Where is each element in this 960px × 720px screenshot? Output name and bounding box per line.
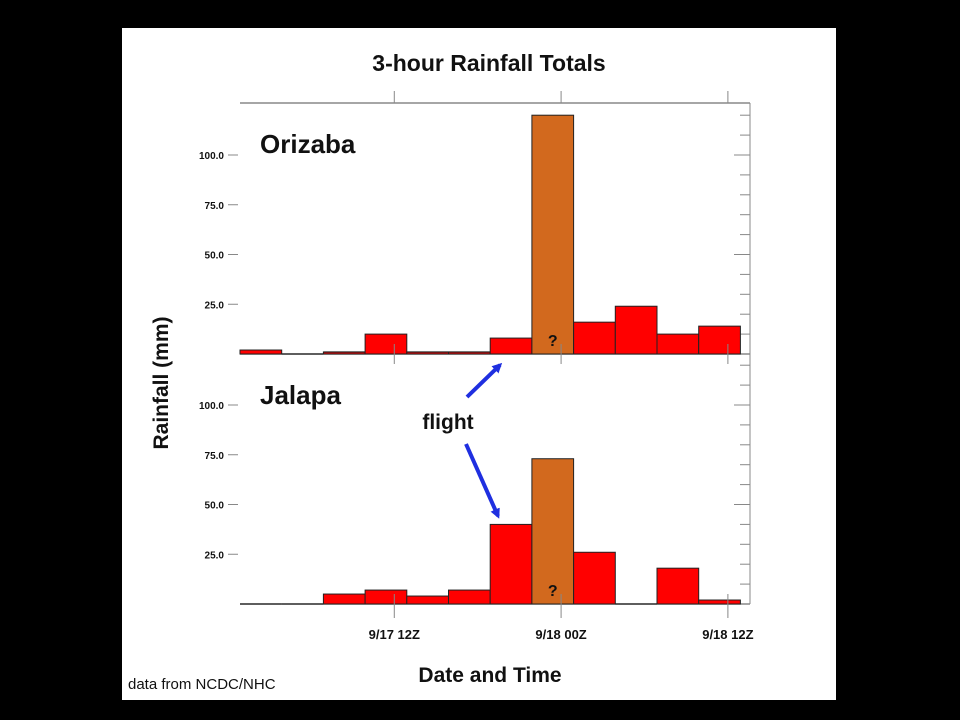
panel-name-label: Jalapa xyxy=(260,380,341,410)
rainfall-chart: 3-hour Rainfall Totals Rainfall (mm) Dat… xyxy=(128,50,754,693)
bar xyxy=(322,593,366,605)
x-tick-label: 9/18 12Z xyxy=(702,627,753,642)
chart-title: 3-hour Rainfall Totals xyxy=(372,50,605,76)
flight-annotation: flight xyxy=(422,362,503,519)
bar xyxy=(448,589,491,605)
bar xyxy=(656,333,700,355)
bar xyxy=(698,599,741,605)
bar xyxy=(573,551,616,605)
y-tick-label: 50.0 xyxy=(205,251,225,262)
flight-arrow-up xyxy=(465,362,503,399)
bar xyxy=(531,458,575,605)
flight-label: flight xyxy=(422,411,473,434)
bar xyxy=(364,589,408,605)
bar xyxy=(614,305,658,355)
y-tick-label: 25.0 xyxy=(205,550,225,561)
bar xyxy=(698,325,741,355)
data-source-note: data from NCDC/NHC xyxy=(128,676,276,693)
y-axis-label: Rainfall (mm) xyxy=(150,316,173,449)
bar xyxy=(573,321,616,355)
bar xyxy=(489,337,533,355)
panel-name-label: Orizaba xyxy=(260,129,356,159)
slide-canvas: 3-hour Rainfall Totals Rainfall (mm) Dat… xyxy=(122,28,836,700)
bar xyxy=(406,595,449,605)
y-tick-label: 100.0 xyxy=(199,151,224,162)
bar xyxy=(239,349,283,355)
x-tick-label: 9/18 00Z xyxy=(535,627,586,642)
bar xyxy=(489,523,533,605)
y-tick-label: 50.0 xyxy=(205,501,225,512)
y-tick-label: 75.0 xyxy=(205,201,225,212)
bar xyxy=(531,114,575,355)
bar xyxy=(364,333,408,355)
uncertain-marker: ? xyxy=(548,583,558,600)
flight-arrow-down xyxy=(464,443,500,519)
uncertain-marker: ? xyxy=(548,333,558,350)
y-tick-label: 100.0 xyxy=(199,401,224,412)
panel-jalapa: 25.0 50.0 75.0 100.0 Jalapa? xyxy=(199,354,750,605)
chart-panels: 25.0 50.0 75.0 100.0 Orizaba? 25.0 50.0 75.0 100… xyxy=(199,91,754,642)
y-tick-label: 25.0 xyxy=(205,300,225,311)
x-axis-label: Date and Time xyxy=(418,664,561,687)
x-tick-label: 9/17 12Z xyxy=(369,627,420,642)
bar xyxy=(656,567,700,605)
panel-orizaba: 25.0 50.0 75.0 100.0 Orizaba? xyxy=(199,91,750,355)
y-tick-label: 75.0 xyxy=(205,451,225,462)
